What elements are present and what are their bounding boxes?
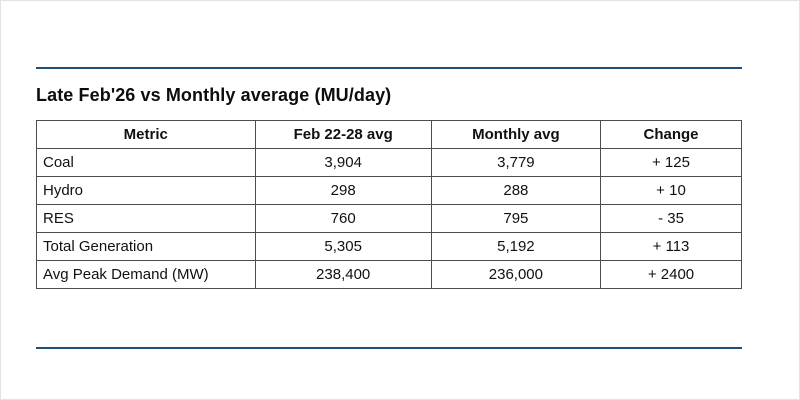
metric-name: Total Generation (36, 232, 256, 261)
comparison-table: Metric Feb 22-28 avg Monthly avg Change … (36, 120, 743, 289)
metric-name: Avg Peak Demand (MW) (36, 260, 256, 289)
table-row: RES 760 795 - 35 (36, 204, 743, 233)
feb-avg-value: 760 (254, 204, 432, 233)
table-row: Avg Peak Demand (MW) 238,400 236,000 + 2… (36, 260, 743, 289)
column-header-change: Change (599, 120, 743, 149)
monthly-avg-value: 3,779 (430, 148, 601, 177)
monthly-avg-value: 5,192 (430, 232, 601, 261)
monthly-avg-value: 288 (430, 176, 601, 205)
table-title: Late Feb'26 vs Monthly average (MU/day) (36, 85, 392, 105)
metric-name: Coal (36, 148, 256, 177)
metric-name: Hydro (36, 176, 256, 205)
column-header-monthly-avg: Monthly avg (430, 120, 601, 149)
change-value: + 113 (599, 232, 743, 261)
column-header-metric: Metric (36, 120, 256, 149)
monthly-avg-value: 236,000 (430, 260, 601, 289)
report-section: Late Feb'26 vs Monthly average (MU/day) … (36, 67, 743, 349)
table-row: Hydro 298 288 + 10 (36, 176, 743, 205)
column-header-feb-avg: Feb 22-28 avg (254, 120, 432, 149)
table-header-row: Metric Feb 22-28 avg Monthly avg Change (36, 120, 743, 149)
table-row: Coal 3,904 3,779 + 125 (36, 148, 743, 177)
monthly-avg-value: 795 (430, 204, 601, 233)
feb-avg-value: 3,904 (254, 148, 432, 177)
change-value: + 10 (599, 176, 743, 205)
top-divider (36, 67, 742, 69)
change-value: + 2400 (599, 260, 743, 289)
feb-avg-value: 238,400 (254, 260, 432, 289)
bottom-divider (36, 347, 742, 349)
metric-name: RES (36, 204, 256, 233)
table-row: Total Generation 5,305 5,192 + 113 (36, 232, 743, 261)
change-value: + 125 (599, 148, 743, 177)
change-value: - 35 (599, 204, 743, 233)
feb-avg-value: 298 (254, 176, 432, 205)
feb-avg-value: 5,305 (254, 232, 432, 261)
